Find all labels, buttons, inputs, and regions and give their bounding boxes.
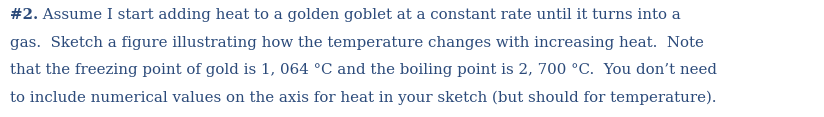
Text: #2.: #2.	[10, 8, 38, 22]
Text: gas.  Sketch a figure illustrating how the temperature changes with increasing h: gas. Sketch a figure illustrating how th…	[10, 36, 704, 50]
Text: to include numerical values on the axis for heat in your sketch (but should for : to include numerical values on the axis …	[10, 91, 716, 105]
Text: Assume I start adding heat to a golden goblet at a constant rate until it turns : Assume I start adding heat to a golden g…	[38, 8, 681, 22]
Text: that the freezing point of gold is 1, 064 °C and the boiling point is 2, 700 °C.: that the freezing point of gold is 1, 06…	[10, 63, 717, 77]
